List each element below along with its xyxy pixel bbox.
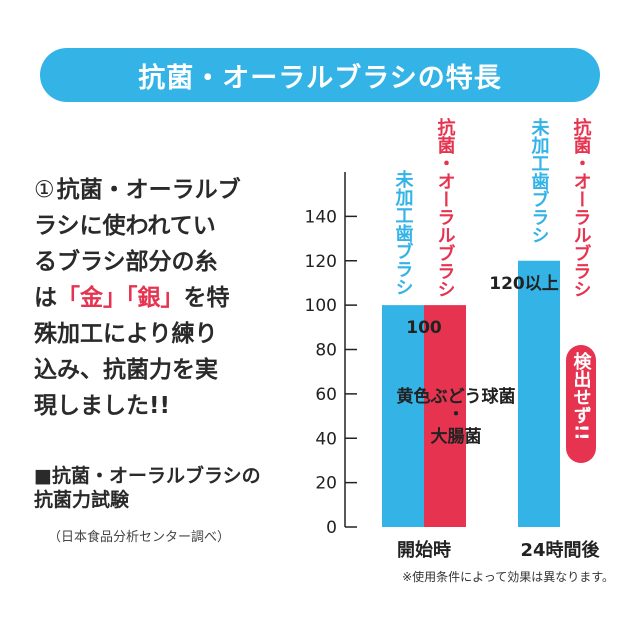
y-tick-label: 60 [315, 385, 337, 405]
bacteria-label: 大腸菌 [431, 426, 482, 447]
feature-line: るブラシ部分の糸 [34, 249, 218, 275]
feature-line: は「金」「銀」を特 [34, 280, 294, 316]
data-label-start: 100 [406, 318, 442, 338]
feature-text: を特 [183, 285, 230, 311]
not-detected-label: 検出せず!! [571, 351, 592, 441]
bacteria-separator: ・ [448, 405, 465, 425]
series-label: 抗菌・オーラルブラシ [571, 117, 592, 298]
feature-text: 抗菌・オーラルブ [56, 177, 241, 203]
bar-blue [382, 305, 424, 527]
feature-line: ①抗菌・オーラルブ [34, 172, 294, 208]
series-label: 抗菌・オーラルブラシ [435, 117, 456, 298]
banner-title: 抗菌・オーラルブラシの特長 [138, 62, 502, 94]
bacteria-label: 黄色ぶどう球菌 [397, 386, 516, 407]
y-tick-label: 20 [315, 474, 337, 494]
y-tick-label: 100 [305, 296, 337, 316]
not-detected-badge [566, 345, 596, 463]
title-banner: 抗菌・オーラルブラシの特長 [40, 48, 600, 102]
feature-description: ①抗菌・オーラルブ ラシに使われてい るブラシ部分の糸 は「金」「銀」を特 殊加… [34, 172, 294, 424]
test-title-line: ■抗菌・オーラルブラシの [34, 465, 261, 487]
y-tick-label: 120 [305, 252, 337, 272]
feature-text: は [34, 285, 57, 311]
y-tick-label: 40 [315, 429, 337, 449]
silver-highlight: 「銀」 [126, 285, 184, 311]
feature-line: 込み、抗菌力を実 [34, 357, 218, 383]
feature-line: 現しました!! [34, 393, 170, 419]
test-title: ■抗菌・オーラルブラシの 抗菌力試験 [34, 464, 294, 512]
series-label: 未加工歯ブラシ [393, 170, 415, 296]
feature-number: ① [34, 177, 55, 203]
y-tick-label: 140 [305, 207, 337, 227]
y-tick-label: 80 [315, 341, 337, 361]
feature-line: ラシに使われてい [34, 213, 216, 239]
data-label-after-blue: 120以上 [489, 274, 559, 294]
gold-highlight: 「金」 [57, 285, 126, 311]
footnote: ※使用条件によって効果は異なります。 [402, 570, 614, 584]
bar-blue [518, 260, 560, 527]
test-title-line: 抗菌力試験 [34, 489, 130, 511]
category-label: 24時間後 [520, 539, 600, 561]
series-label: 未加工歯ブラシ [529, 118, 551, 244]
y-tick-label: 0 [326, 518, 337, 538]
bar-red [424, 305, 466, 527]
test-source: （日本食品分析センター調べ） [48, 530, 231, 545]
category-label: 開始時 [397, 539, 451, 561]
feature-line: 殊加工により練り [34, 321, 218, 347]
